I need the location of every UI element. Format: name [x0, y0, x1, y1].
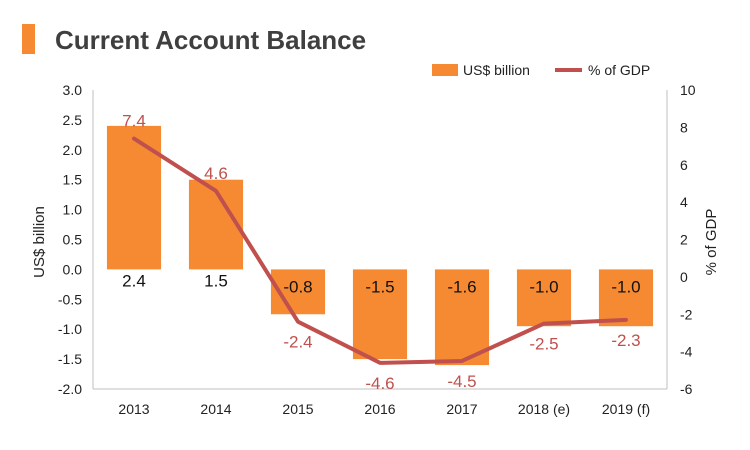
bar-value-label: 1.5 [204, 271, 228, 290]
line-value-label: -2.5 [529, 335, 558, 354]
page-title: Current Account Balance [55, 25, 367, 55]
y-left-tick-label: 0.5 [63, 232, 83, 248]
y-left-tick-label: 2.0 [63, 142, 83, 158]
bar-value-label: -1.5 [365, 277, 394, 296]
x-tick-label: 2017 [446, 401, 477, 417]
y-right-tick-label: 10 [680, 82, 696, 98]
bar-2013 [106, 125, 162, 270]
line-value-label: 4.6 [204, 164, 228, 183]
y-left-tick-label: -1.5 [58, 351, 82, 367]
bar-value-label: -0.8 [283, 277, 312, 296]
y-left-tick-label: 1.0 [63, 202, 83, 218]
line-value-label: 7.4 [122, 112, 146, 131]
legend-label-line: % of GDP [588, 62, 650, 78]
y-right-tick-label: 4 [680, 194, 688, 210]
bar-2019f [598, 269, 654, 327]
x-tick-label: 2015 [282, 401, 313, 417]
line-value-label: -4.5 [447, 372, 476, 391]
bar-2018e [516, 269, 572, 327]
y-left-tick-label: -0.5 [58, 291, 82, 307]
bar-value-label: -1.0 [611, 277, 640, 296]
y-right-tick-label: 0 [680, 269, 688, 285]
bar-2016 [352, 269, 408, 360]
x-tick-label: 2013 [118, 401, 149, 417]
bar-value-label: -1.6 [447, 277, 476, 296]
y-left-tick-label: 0.0 [63, 261, 83, 277]
title-accent-bar [22, 24, 35, 54]
line-value-label: -2.3 [611, 331, 640, 350]
y-right-tick-label: 2 [680, 232, 688, 248]
gdp-line [132, 136, 628, 365]
y-right-tick-label: -6 [680, 381, 693, 397]
y-left-axis-title: US$ billion [31, 206, 48, 278]
y-right-axis-title: % of GDP [703, 209, 720, 276]
bar-value-label: -1.0 [529, 277, 558, 296]
x-tick-label: 2014 [200, 401, 231, 417]
y-left-tick-label: 3.0 [63, 82, 83, 98]
line-value-label: -4.6 [365, 374, 394, 393]
bar-2017 [434, 269, 490, 366]
y-left-tick-label: -1.0 [58, 321, 82, 337]
legend-swatch-bar [432, 64, 458, 76]
line-value-label: -2.4 [283, 333, 312, 352]
legend: US$ billion % of GDP [432, 62, 650, 78]
y-right-tick-label: -2 [680, 306, 693, 322]
x-tick-label: 2016 [364, 401, 395, 417]
y-left-tick-label: 2.5 [63, 112, 83, 128]
x-tick-label: 2018 (e) [518, 401, 570, 417]
y-left-tick-label: -2.0 [58, 381, 82, 397]
y-right-tick-label: 6 [680, 157, 688, 173]
y-right-tick-label: 8 [680, 119, 688, 135]
x-tick-label: 2019 (f) [602, 401, 650, 417]
legend-label-bar: US$ billion [463, 62, 530, 78]
bar-value-label: 2.4 [122, 271, 146, 290]
y-left-tick-label: 1.5 [63, 172, 83, 188]
y-right-tick-label: -4 [680, 344, 693, 360]
